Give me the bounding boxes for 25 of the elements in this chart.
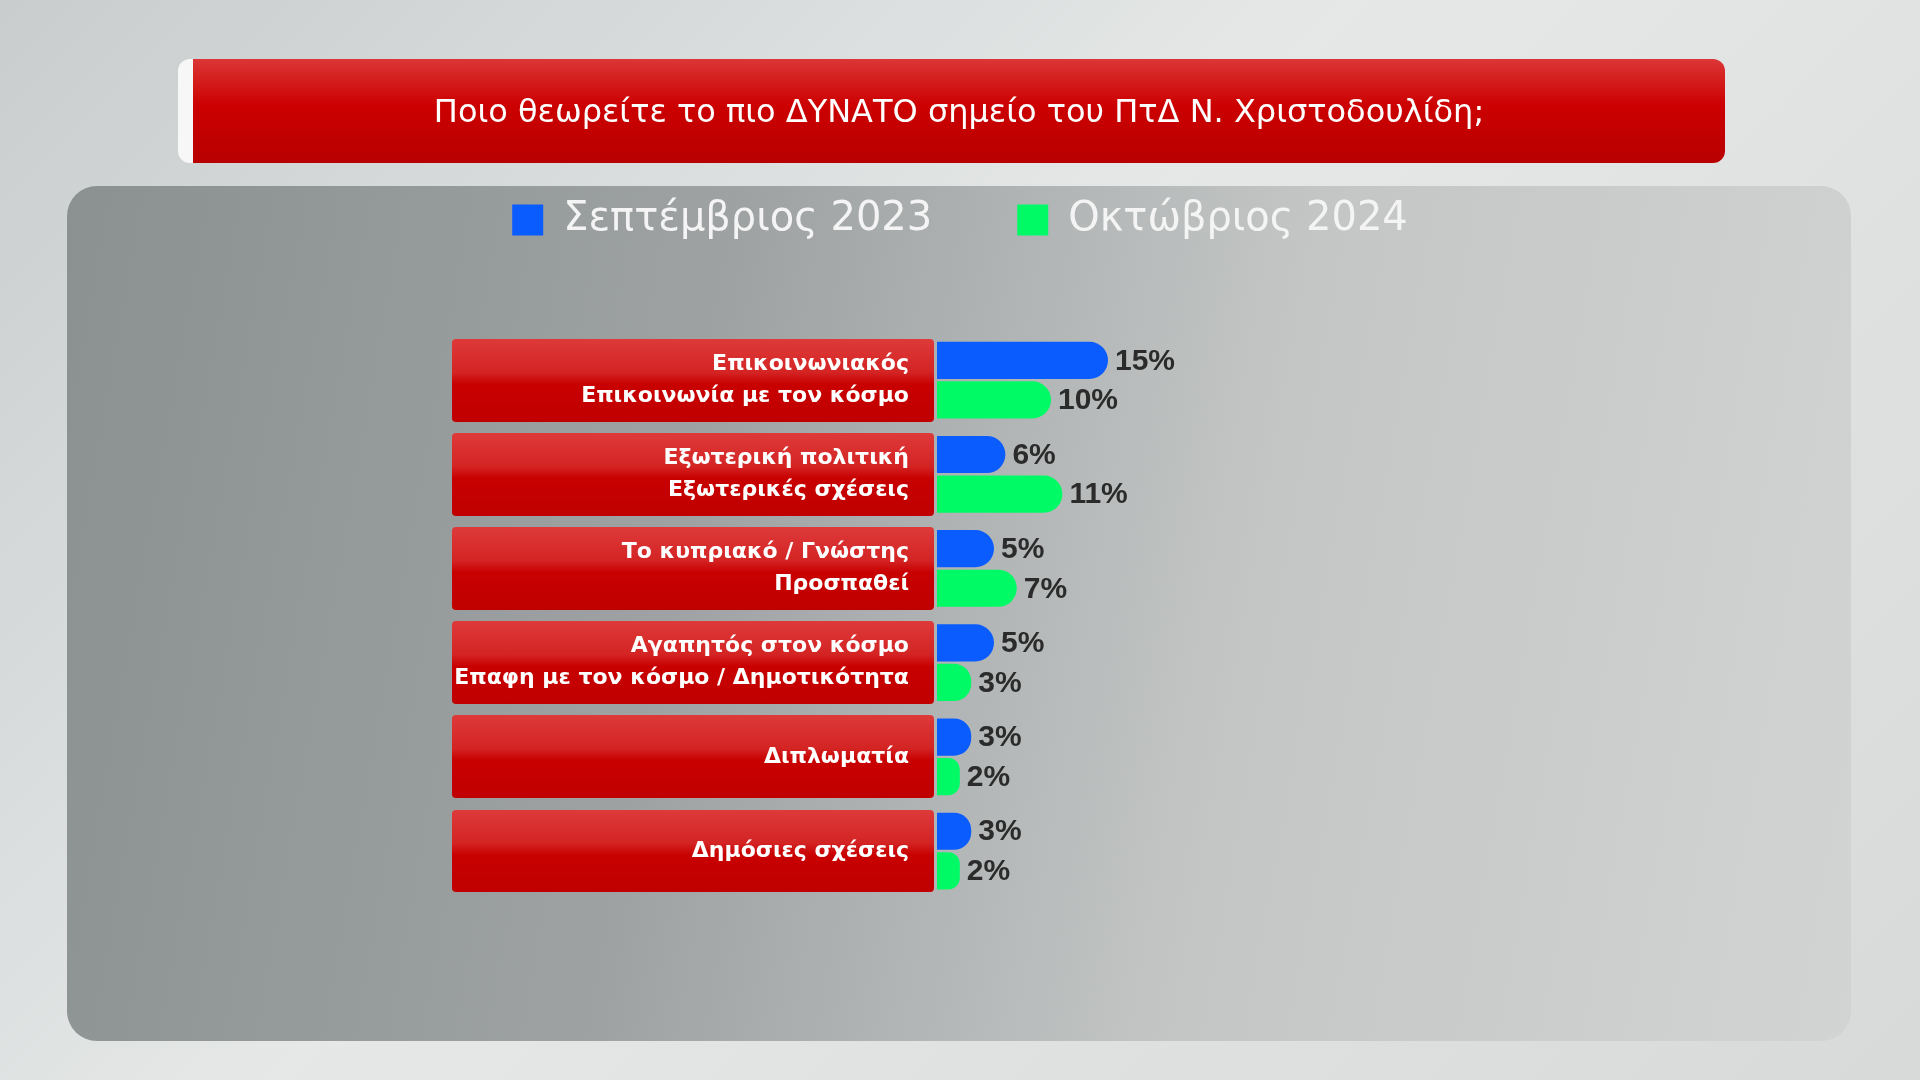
data-label: 3% — [978, 719, 1022, 753]
y-tick-label: Αγαπητός στον κόσμο Επαφη με τον κόσμο / Δημοτικότητα — [454, 632, 909, 690]
y-tick-label: Επικοινωνιακός Επικοινωνία με τον κόσμο — [581, 349, 909, 407]
data-label: 3% — [978, 813, 1022, 847]
data-label: 15% — [1115, 342, 1176, 376]
data-label: 7% — [1023, 570, 1068, 604]
y-tick-label: Δημόσιες σχέσεις — [691, 836, 909, 862]
data-label: 10% — [1058, 382, 1119, 416]
data-label: 5% — [1001, 530, 1045, 564]
data-label: 11% — [1069, 476, 1128, 510]
bar — [937, 569, 1017, 607]
legend-label: Σεπτέμβριος 2023 — [563, 193, 933, 240]
data-label: 3% — [978, 664, 1022, 698]
data-label: 2% — [966, 853, 1011, 887]
chart-title: Ποιο θεωρείτε το πιο ΔΥΝΑΤΟ σημείο του ΠτΔ Ν. Χριστοδουλίδη; — [178, 59, 1725, 163]
y-tick-label: Το κυπριακό / Γνώστης Προσπαθεί — [621, 538, 909, 596]
bar — [937, 341, 1108, 379]
y-tick-label: Εξωτερική πολιτική Εξωτερικές σχέσεις — [663, 444, 909, 501]
data-label: 5% — [1001, 625, 1045, 659]
bar — [937, 381, 1051, 419]
data-label: 2% — [966, 758, 1011, 792]
y-tick-label: Διπλωματία — [763, 742, 909, 768]
bar — [937, 435, 1006, 474]
data-label: 6% — [1012, 436, 1056, 470]
bar — [937, 475, 1063, 513]
